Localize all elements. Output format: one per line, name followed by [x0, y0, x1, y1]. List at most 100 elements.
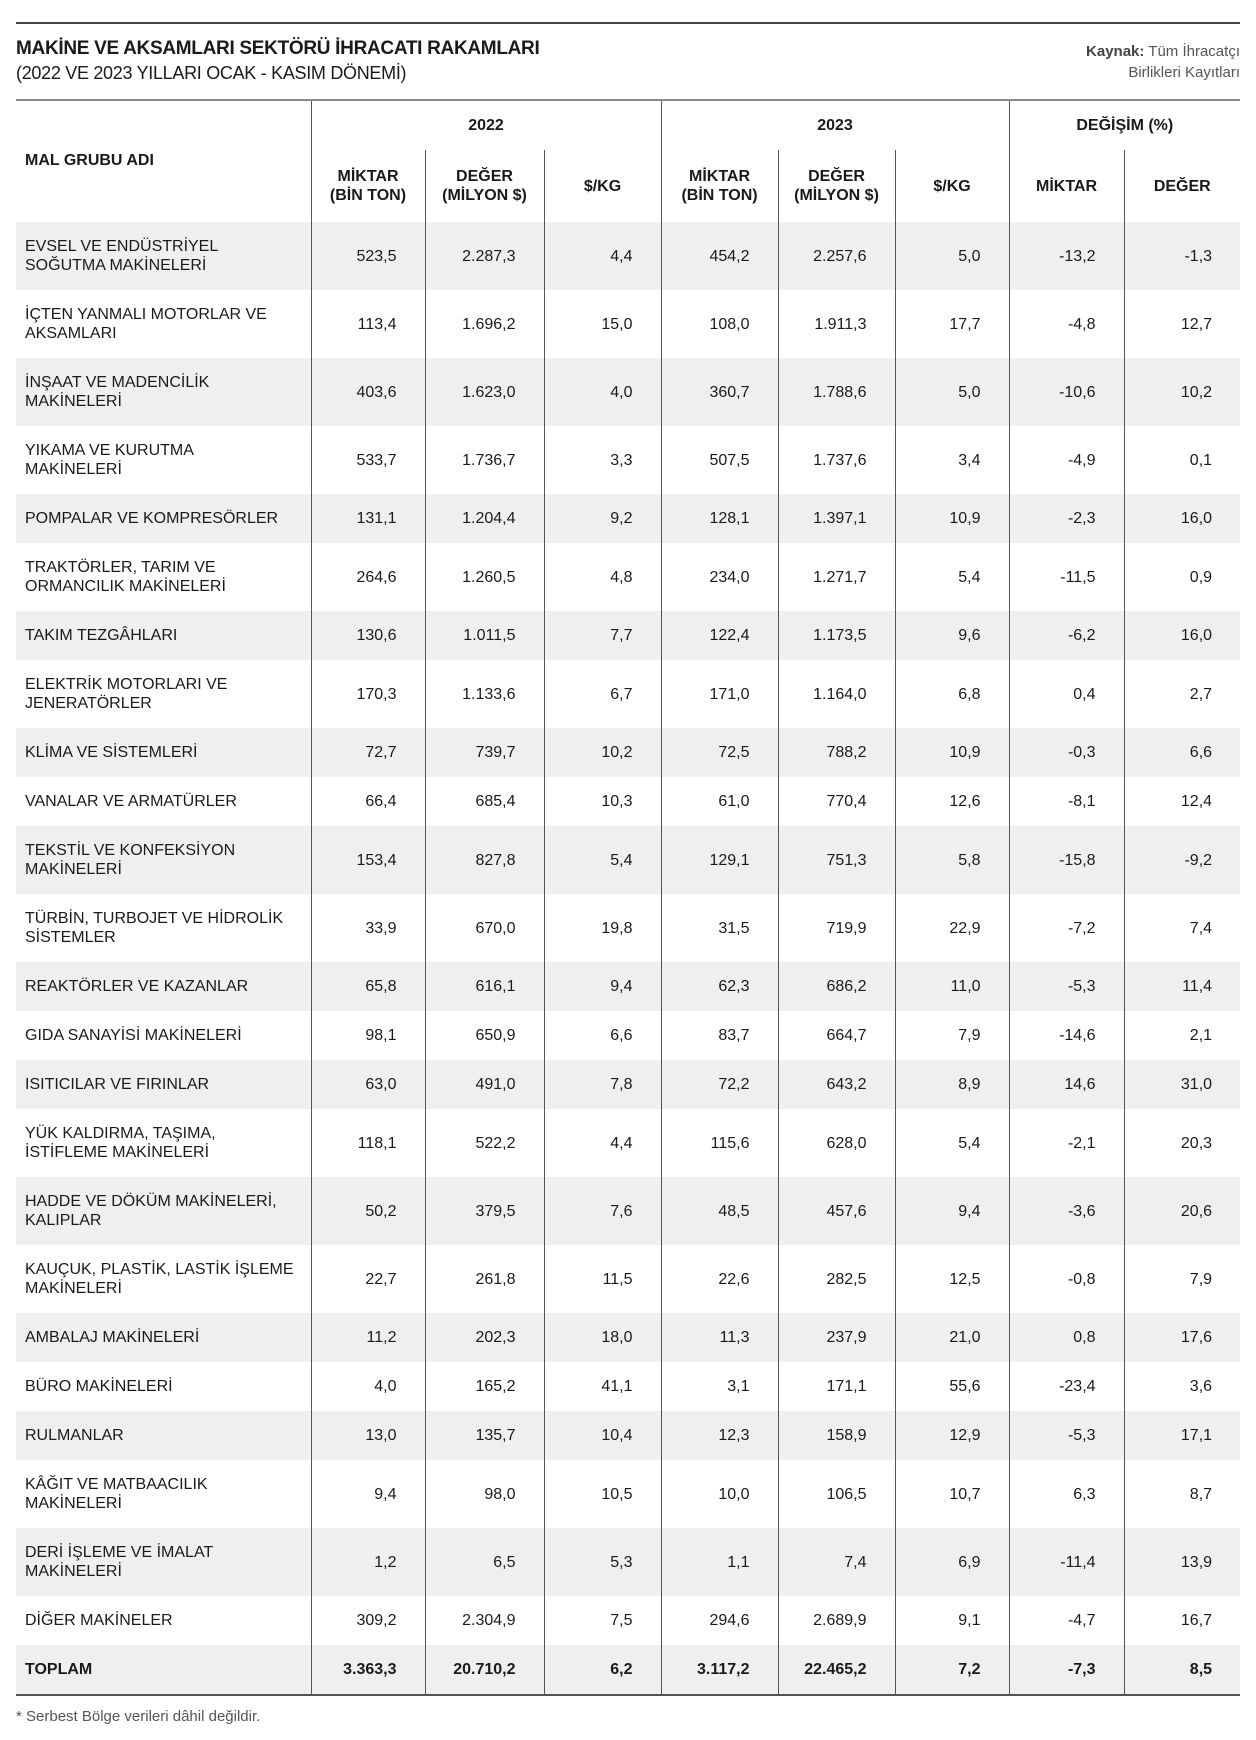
cell-value: 11,5: [543, 1245, 662, 1313]
cell-value: 14,6: [1008, 1060, 1125, 1109]
cell-value: 7,4: [777, 1528, 896, 1596]
row-name-line: JENERATÖRLER: [25, 695, 152, 712]
table-row: VANALAR VE ARMATÜRLER 66,4 685,4 10,3 61,0 77…: [16, 777, 1241, 826]
cell-value: -10,6: [1008, 358, 1125, 426]
row-name: KAUÇUK, PLASTİK, LASTİK İŞLEME MAKİNELERİ: [16, 1245, 311, 1313]
cell-value: 770,4: [777, 777, 896, 826]
cell-value: 65,8: [310, 962, 425, 1011]
cell-value: 2.257,6: [777, 222, 896, 290]
subheader-label: $/KG: [933, 177, 971, 195]
cell-value: 491,0: [424, 1060, 544, 1109]
cell-value: 31,5: [660, 894, 779, 962]
cell-value: 686,2: [777, 962, 896, 1011]
cell-value: 9,4: [894, 1177, 1010, 1245]
cell-value: -13,2: [1008, 222, 1125, 290]
cell-value: 6,8: [894, 660, 1010, 728]
cell-value: 19,8: [543, 894, 662, 962]
table-row: DİĞER MAKİNELER 309,2 2.304,9 7,5 294,6 2.689…: [16, 1596, 1241, 1645]
cell-value: 12,3: [660, 1411, 779, 1460]
subheader-per_kg: $/KG: [894, 150, 1010, 222]
top-rule: [16, 22, 1240, 24]
row-name-line: DİĞER MAKİNELER: [25, 1612, 173, 1629]
cell-value: -0,3: [1008, 728, 1125, 777]
subheader-label: DEĞER: [808, 168, 865, 185]
row-name: KÂĞIT VE MATBAACILIK MAKİNELERİ: [16, 1460, 311, 1528]
cell-value: 9,4: [543, 962, 662, 1011]
cell-value: 106,5: [777, 1460, 896, 1528]
subheader-deger: DEĞER (MİLYON $): [777, 150, 896, 222]
cell-value: 13,9: [1123, 1528, 1241, 1596]
cell-value: 10,7: [894, 1460, 1010, 1528]
total-value: 22.465,2: [777, 1645, 896, 1695]
cell-value: -2,3: [1008, 494, 1125, 543]
row-name: YÜK KALDIRMA, TAŞIMA, İSTİFLEME MAKİNELER…: [16, 1109, 311, 1177]
cell-value: 650,9: [424, 1011, 544, 1060]
row-name-line: İNŞAAT VE MADENCİLİK: [25, 374, 210, 391]
cell-value: 165,2: [424, 1362, 544, 1411]
cell-value: 2.287,3: [424, 222, 544, 290]
cell-value: 10,2: [1123, 358, 1241, 426]
cell-value: 5,4: [543, 826, 662, 894]
cell-value: 282,5: [777, 1245, 896, 1313]
cell-value: 4,0: [310, 1362, 425, 1411]
cell-value: 788,2: [777, 728, 896, 777]
cell-value: 9,6: [894, 611, 1010, 660]
subheader-label: MİKTAR: [689, 168, 751, 185]
row-name-line: KÂĞIT VE MATBAACILIK: [25, 1476, 208, 1493]
table-row: EVSEL VE ENDÜSTRİYEL SOĞUTMA MAKİNELERİ 52…: [16, 222, 1241, 290]
table-row: AMBALAJ MAKİNELERİ 11,2 202,3 18,0 11,3 237,9…: [16, 1313, 1241, 1362]
cell-value: 1.696,2: [424, 290, 544, 358]
cell-value: 7,4: [1123, 894, 1241, 962]
cell-value: 10,9: [894, 494, 1010, 543]
row-name: TAKIM TEZGÂHLARI: [16, 611, 311, 660]
cell-value: 170,3: [310, 660, 425, 728]
cell-value: -23,4: [1008, 1362, 1125, 1411]
source-note: Kaynak: Tüm İhracatçı Birlikleri Kayıtla…: [1086, 41, 1240, 83]
cell-value: 16,0: [1123, 611, 1241, 660]
subheader-unit: (BİN TON): [329, 187, 407, 204]
cell-value: 158,9: [777, 1411, 896, 1460]
row-name-line: REAKTÖRLER VE KAZANLAR: [25, 978, 249, 995]
table-row: TAKIM TEZGÂHLARI 130,6 1.011,5 7,7 122,4 1.17…: [16, 611, 1241, 660]
cell-value: 113,4: [310, 290, 425, 358]
cell-value: 7,7: [543, 611, 662, 660]
cell-value: 7,9: [1123, 1245, 1241, 1313]
cell-value: 403,6: [310, 358, 425, 426]
cell-value: 507,5: [660, 426, 779, 494]
cell-value: 153,4: [310, 826, 425, 894]
cell-value: 294,6: [660, 1596, 779, 1645]
table-row: KLİMA VE SİSTEMLERİ 72,7 739,7 10,2 72,5 788,…: [16, 728, 1241, 777]
cell-value: 128,1: [660, 494, 779, 543]
cell-value: 379,5: [424, 1177, 544, 1245]
row-name-line: MAKİNELERİ: [25, 1280, 122, 1297]
row-name-line: KALIPLAR: [25, 1212, 102, 1229]
cell-value: -4,9: [1008, 426, 1125, 494]
cell-value: -3,6: [1008, 1177, 1125, 1245]
cell-value: 1.736,7: [424, 426, 544, 494]
table-row: REAKTÖRLER VE KAZANLAR 65,8 616,1 9,4 62,3 68…: [16, 962, 1241, 1011]
cell-value: 5,8: [894, 826, 1010, 894]
table-row: TRAKTÖRLER, TARIM VE ORMANCILIK MAKİNELER…: [16, 543, 1241, 611]
cell-value: 2,1: [1123, 1011, 1241, 1060]
row-name-line: KAUÇUK, PLASTİK, LASTİK İŞLEME: [25, 1261, 294, 1278]
cell-value: -6,2: [1008, 611, 1125, 660]
cell-value: 6,3: [1008, 1460, 1125, 1528]
cell-value: 135,7: [424, 1411, 544, 1460]
export-table: MAL GRUBU ADI 2022 2023 DEĞİŞİM (%) MİKT…: [16, 99, 1241, 1696]
header-change: DEĞİŞİM (%): [1008, 100, 1241, 150]
table-row: ISITICILAR VE FIRINLAR 63,0 491,0 7,8 72,2 64…: [16, 1060, 1241, 1109]
cell-value: 6,7: [543, 660, 662, 728]
cell-value: -11,4: [1008, 1528, 1125, 1596]
cell-value: -4,7: [1008, 1596, 1125, 1645]
cell-value: 6,6: [1123, 728, 1241, 777]
cell-value: -11,5: [1008, 543, 1125, 611]
header-2023: 2023: [660, 100, 1010, 150]
cell-value: 7,5: [543, 1596, 662, 1645]
subheader-per_kg: $/KG: [543, 150, 662, 222]
cell-value: 108,0: [660, 290, 779, 358]
cell-value: 20,3: [1123, 1109, 1241, 1177]
cell-value: -9,2: [1123, 826, 1241, 894]
cell-value: 10,9: [894, 728, 1010, 777]
cell-value: 9,1: [894, 1596, 1010, 1645]
cell-value: 17,7: [894, 290, 1010, 358]
